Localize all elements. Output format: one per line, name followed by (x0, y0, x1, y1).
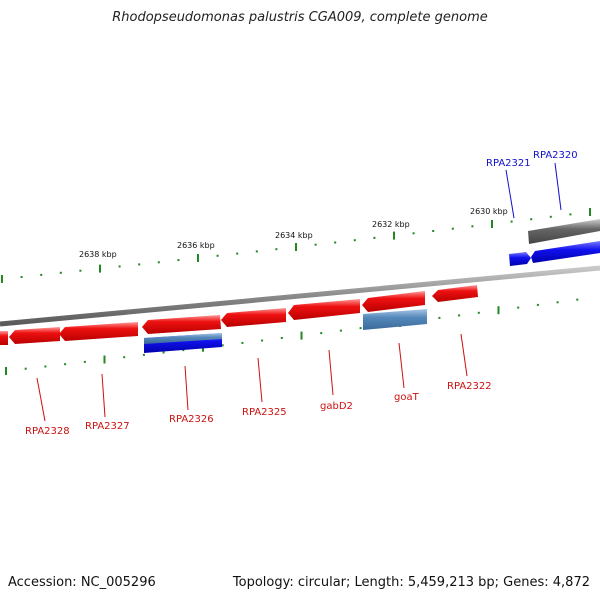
minor-tick (236, 252, 239, 255)
minor-tick (320, 332, 323, 335)
major-tick (103, 355, 106, 364)
minor-tick (477, 311, 480, 314)
gene-label-connectors (36, 333, 468, 422)
major-tick (99, 264, 101, 273)
minor-tick (536, 303, 539, 306)
major-tick (497, 306, 500, 315)
gene-label-rpa2321[interactable]: RPA2321 (486, 158, 531, 169)
major-tick (491, 220, 493, 228)
gene-rpa2327-feature[interactable] (59, 322, 138, 341)
scale-label-2630: 2630 kbp (470, 207, 508, 216)
major-tick (197, 254, 199, 262)
minor-tick (83, 360, 86, 363)
minor-tick (280, 337, 283, 339)
outer-scale-ticks (1, 208, 591, 283)
scale-label-2634: 2634 kbp (275, 231, 313, 240)
minor-tick (314, 243, 317, 246)
minor-tick (157, 261, 160, 264)
minor-tick (517, 306, 520, 309)
minor-tick (123, 356, 126, 359)
gene-label-rpa2326[interactable]: RPA2326 (169, 414, 214, 425)
minor-tick (556, 301, 559, 304)
minor-tick (64, 363, 67, 366)
minor-tick (40, 273, 43, 276)
minor-tick (359, 327, 362, 330)
map-title: Rhodopseudomonas palustris CGA009, compl… (112, 10, 488, 25)
minor-tick (569, 213, 572, 216)
minor-tick (118, 265, 121, 268)
major-tick (1, 275, 3, 283)
minor-tick (339, 329, 342, 332)
major-tick (5, 367, 7, 375)
scale-label-2638: 2638 kbp (79, 250, 117, 259)
gray-feature[interactable] (528, 219, 600, 244)
minor-tick (549, 215, 552, 218)
minor-tick (353, 239, 356, 242)
minor-tick (261, 339, 264, 342)
gene-label-gabd2[interactable]: gabD2 (320, 401, 353, 412)
scale-label-2632: 2632 kbp (372, 220, 410, 229)
minor-tick (334, 241, 337, 244)
minor-tick (510, 220, 513, 223)
minor-tick (432, 230, 435, 232)
gene-gabd2-feature[interactable] (288, 299, 360, 320)
gene-label-goat[interactable]: goaT (394, 392, 420, 403)
minor-tick (177, 259, 180, 262)
minor-tick (162, 351, 165, 354)
gene-label-rpa2322[interactable]: RPA2322 (447, 381, 492, 392)
partial-gene-feature[interactable] (0, 331, 8, 345)
major-tick (589, 208, 591, 216)
minor-tick (255, 250, 258, 253)
minor-tick (412, 232, 415, 235)
light-blue-feature[interactable] (363, 309, 427, 330)
major-tick (295, 243, 297, 251)
minor-tick (142, 353, 145, 356)
minor-tick (182, 349, 185, 352)
minor-tick (438, 316, 441, 319)
blue-label-connectors (505, 162, 562, 219)
minor-tick (221, 344, 224, 347)
minor-tick (44, 365, 47, 368)
gene-rpa2326-feature[interactable] (142, 315, 221, 334)
major-tick (300, 331, 303, 340)
minor-tick (530, 218, 533, 221)
gene-label-rpa2320[interactable]: RPA2320 (533, 150, 578, 161)
genome-backbone (0, 265, 600, 327)
gene-rpa2325-feature[interactable] (221, 308, 286, 327)
gene-rpa2328-feature[interactable] (9, 327, 60, 344)
minor-tick (576, 298, 579, 301)
gene-label-rpa2325[interactable]: RPA2325 (242, 407, 287, 418)
major-tick (393, 231, 395, 240)
gene-rpa2326-reverse-top (144, 333, 222, 344)
accession-text: Accession: NC_005296 (8, 575, 156, 590)
minor-tick (216, 254, 219, 257)
minor-tick (24, 367, 27, 370)
minor-tick (79, 269, 82, 272)
minor-tick (451, 227, 454, 230)
gene-rpa2322-feature[interactable] (432, 285, 478, 302)
gene-goat-feature[interactable] (362, 291, 425, 312)
gene-rpa2320-feature[interactable] (531, 241, 600, 263)
gene-label-rpa2328[interactable]: RPA2328 (25, 426, 70, 437)
minor-tick (471, 225, 474, 228)
minor-tick (138, 263, 141, 266)
minor-tick (241, 341, 244, 344)
minor-tick (59, 271, 62, 274)
minor-tick (275, 248, 278, 251)
scale-label-2636: 2636 kbp (177, 241, 215, 250)
minor-tick (458, 314, 461, 317)
gene-rpa2321-feature[interactable] (509, 252, 531, 266)
minor-tick (20, 276, 23, 278)
minor-tick (373, 236, 376, 239)
genome-stats-text: Topology: circular; Length: 5,459,213 bp… (232, 575, 590, 590)
gene-label-rpa2327[interactable]: RPA2327 (85, 421, 130, 432)
